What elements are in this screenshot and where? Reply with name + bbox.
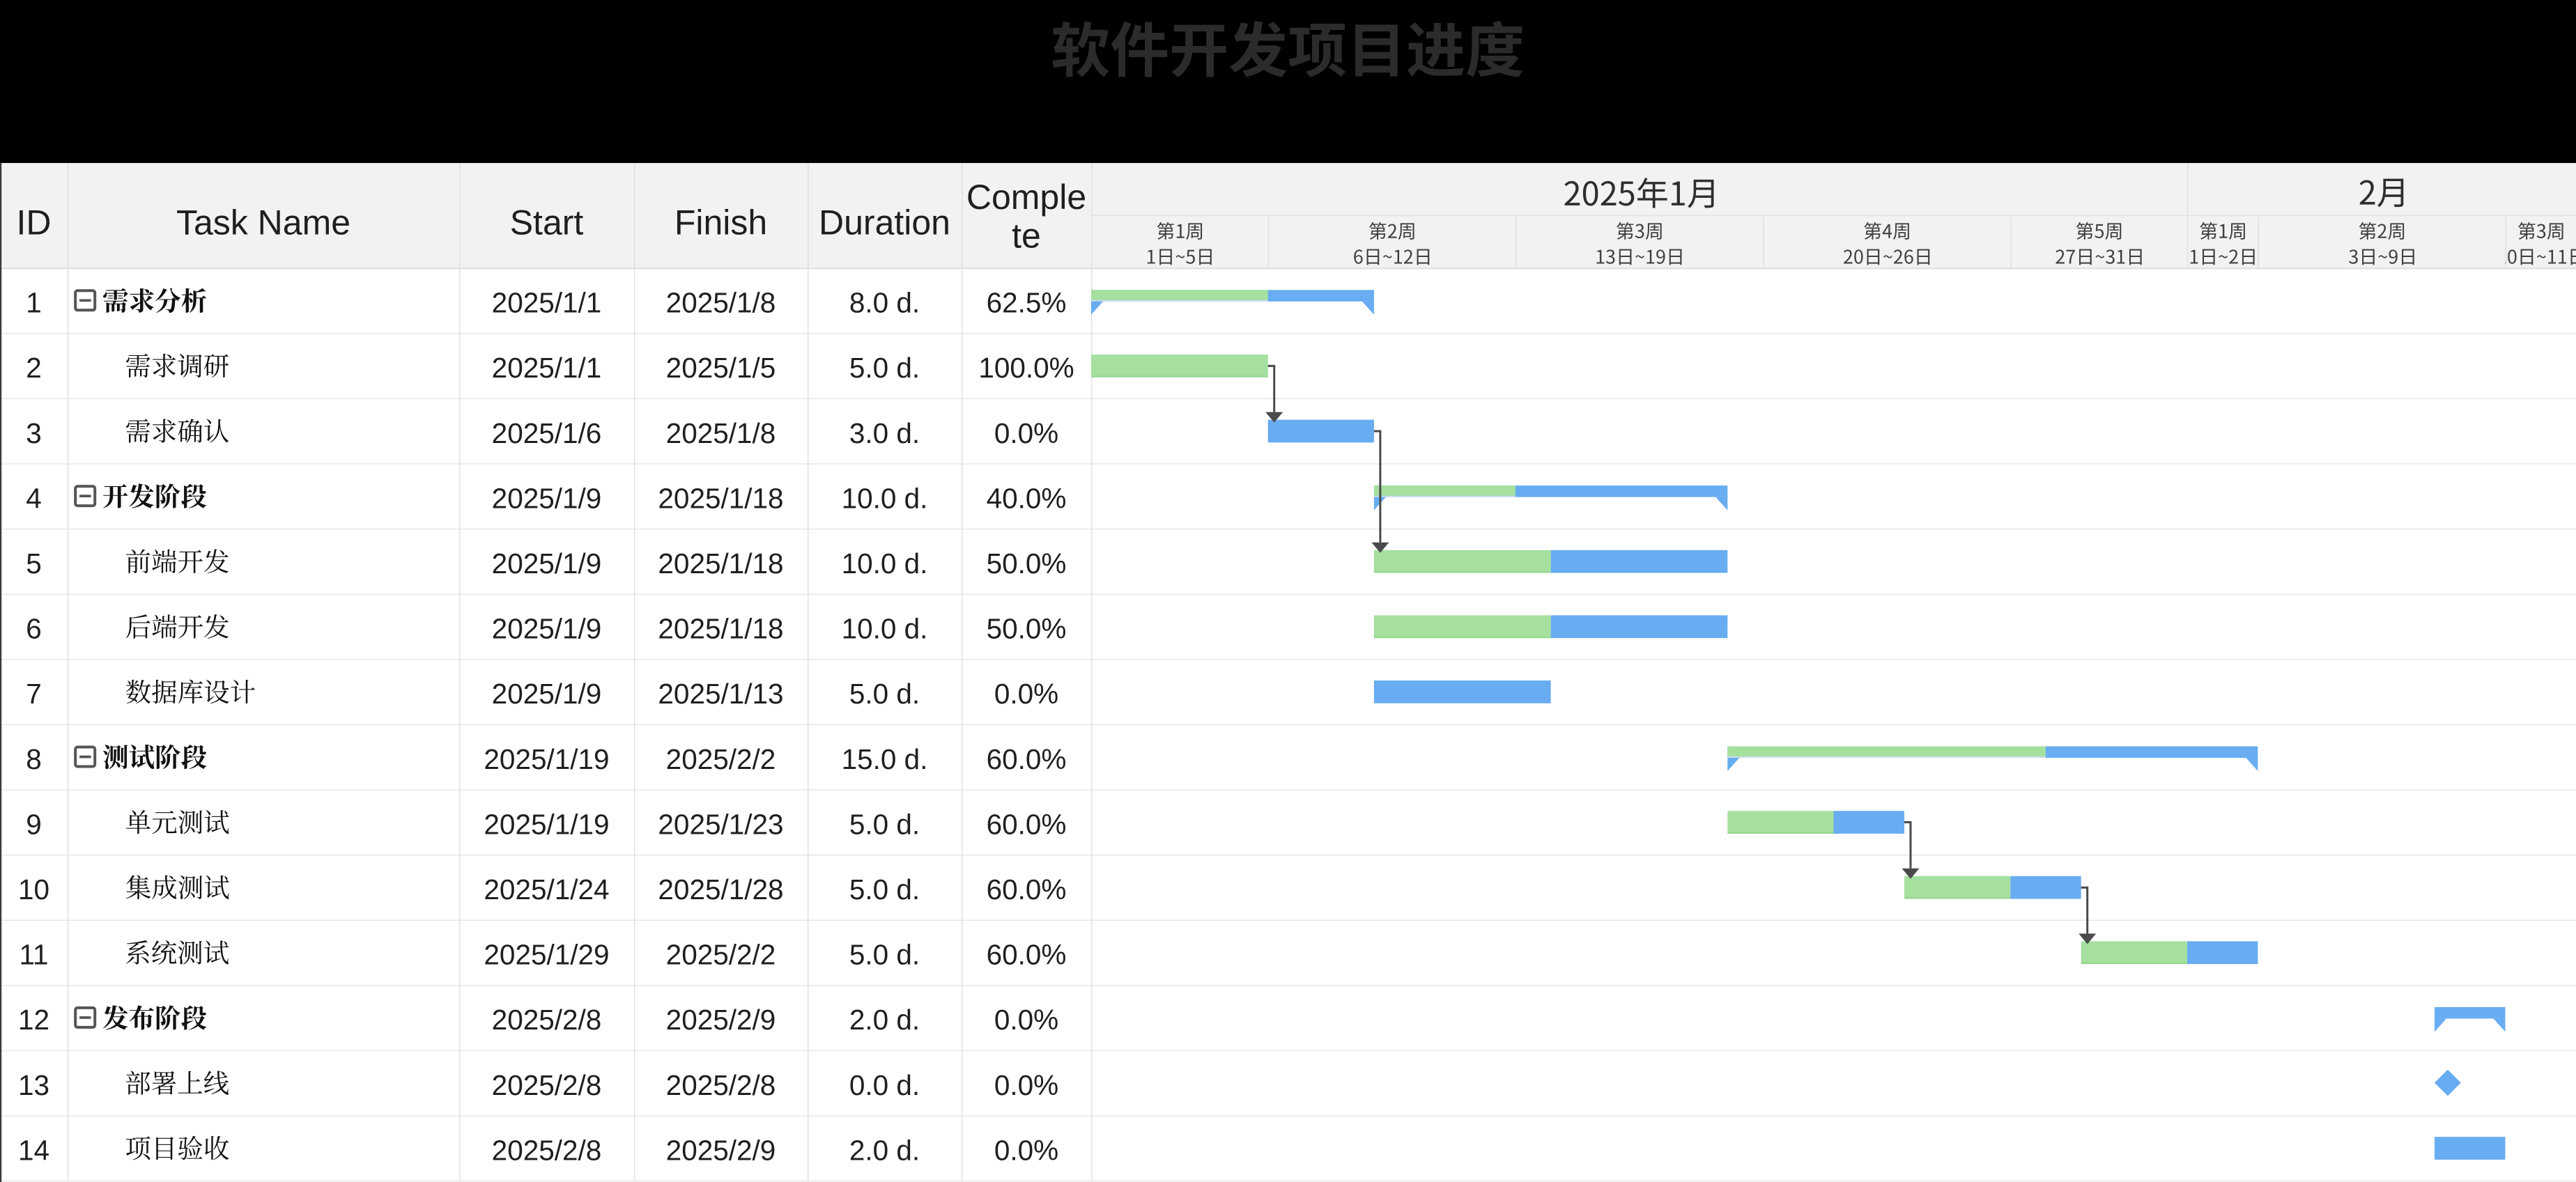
- svg-text:Start: Start: [510, 203, 584, 242]
- svg-text:2025/1/8: 2025/1/8: [666, 287, 776, 319]
- svg-text:2025/1/8: 2025/1/8: [666, 417, 776, 449]
- svg-text:Duration: Duration: [819, 203, 950, 242]
- svg-text:0.0%: 0.0%: [994, 678, 1058, 710]
- svg-text:te: te: [1012, 217, 1041, 256]
- svg-text:60.0%: 60.0%: [987, 939, 1067, 971]
- svg-text:2025/2/8: 2025/2/8: [492, 1134, 602, 1166]
- svg-text:50.0%: 50.0%: [987, 547, 1067, 580]
- svg-text:2.0 d.: 2.0 d.: [849, 1134, 920, 1166]
- svg-text:5: 5: [26, 547, 42, 580]
- svg-text:5.0 d.: 5.0 d.: [849, 678, 920, 710]
- svg-text:2025/1/19: 2025/1/19: [484, 743, 609, 775]
- svg-text:2025/1/28: 2025/1/28: [658, 873, 783, 905]
- svg-text:2025/1/6: 2025/1/6: [492, 417, 602, 449]
- svg-text:2025/2/9: 2025/2/9: [666, 1134, 776, 1166]
- svg-text:5.0 d.: 5.0 d.: [849, 939, 920, 971]
- svg-text:2.0 d.: 2.0 d.: [849, 1004, 920, 1036]
- svg-text:2025/1/1: 2025/1/1: [492, 287, 602, 319]
- svg-text:9: 9: [26, 808, 42, 840]
- svg-text:8: 8: [26, 743, 42, 775]
- svg-text:3: 3: [26, 417, 42, 449]
- svg-text:ID: ID: [17, 203, 52, 242]
- svg-text:2025/1/19: 2025/1/19: [484, 808, 609, 840]
- svg-text:13: 13: [18, 1069, 49, 1101]
- svg-text:1: 1: [26, 287, 42, 319]
- svg-text:60.0%: 60.0%: [987, 808, 1067, 840]
- svg-text:0.0 d.: 0.0 d.: [849, 1069, 920, 1101]
- svg-text:7: 7: [26, 678, 42, 710]
- svg-text:2025/1/9: 2025/1/9: [492, 482, 602, 514]
- svg-text:40.0%: 40.0%: [987, 482, 1067, 514]
- svg-text:2025/1/29: 2025/1/29: [484, 939, 609, 971]
- svg-text:60.0%: 60.0%: [987, 873, 1067, 905]
- svg-text:10: 10: [18, 873, 49, 905]
- svg-text:0.0%: 0.0%: [994, 1134, 1058, 1166]
- svg-text:0.0%: 0.0%: [994, 1004, 1058, 1036]
- svg-text:60.0%: 60.0%: [987, 743, 1067, 775]
- svg-text:2025/2/8: 2025/2/8: [492, 1069, 602, 1101]
- svg-text:14: 14: [18, 1134, 49, 1166]
- svg-text:0.0%: 0.0%: [994, 417, 1058, 449]
- svg-text:10.0 d.: 10.0 d.: [842, 482, 928, 514]
- svg-text:2025/1/13: 2025/1/13: [658, 678, 783, 710]
- svg-text:2025/2/8: 2025/2/8: [492, 1004, 602, 1036]
- svg-text:12: 12: [18, 1004, 49, 1036]
- svg-text:Task Name: Task Name: [176, 203, 350, 242]
- svg-text:2025/2/2: 2025/2/2: [666, 743, 776, 775]
- svg-text:11: 11: [19, 939, 48, 971]
- svg-text:10.0 d.: 10.0 d.: [842, 613, 928, 645]
- svg-text:5.0 d.: 5.0 d.: [849, 808, 920, 840]
- svg-text:4: 4: [26, 482, 42, 514]
- svg-text:5.0 d.: 5.0 d.: [849, 873, 920, 905]
- svg-text:2025/1/18: 2025/1/18: [658, 547, 783, 580]
- svg-text:6: 6: [26, 613, 42, 645]
- svg-text:50.0%: 50.0%: [987, 613, 1067, 645]
- svg-text:2025/1/5: 2025/1/5: [666, 352, 776, 384]
- svg-text:2025/1/9: 2025/1/9: [492, 678, 602, 710]
- svg-text:10.0 d.: 10.0 d.: [842, 547, 928, 580]
- svg-text:2025/1/18: 2025/1/18: [658, 482, 783, 514]
- svg-text:2025/2/9: 2025/2/9: [666, 1004, 776, 1036]
- svg-text:3.0 d.: 3.0 d.: [849, 417, 920, 449]
- svg-text:Comple: Comple: [966, 178, 1086, 217]
- svg-text:2025/1/18: 2025/1/18: [658, 613, 783, 645]
- svg-text:2025/1/9: 2025/1/9: [492, 613, 602, 645]
- svg-text:15.0 d.: 15.0 d.: [842, 743, 928, 775]
- svg-text:2025/1/23: 2025/1/23: [658, 808, 783, 840]
- svg-text:2025/1/24: 2025/1/24: [484, 873, 609, 905]
- svg-text:0.0%: 0.0%: [994, 1069, 1058, 1101]
- svg-text:2: 2: [26, 352, 42, 384]
- svg-text:2025/1/9: 2025/1/9: [492, 547, 602, 580]
- svg-text:2025/2/2: 2025/2/2: [666, 939, 776, 971]
- svg-text:5.0 d.: 5.0 d.: [849, 352, 920, 384]
- svg-text:Finish: Finish: [674, 203, 767, 242]
- svg-text:62.5%: 62.5%: [987, 287, 1067, 319]
- svg-text:8.0 d.: 8.0 d.: [849, 287, 920, 319]
- svg-text:100.0%: 100.0%: [978, 352, 1074, 384]
- svg-text:2025/1/1: 2025/1/1: [492, 352, 602, 384]
- svg-text:2025/2/8: 2025/2/8: [666, 1069, 776, 1101]
